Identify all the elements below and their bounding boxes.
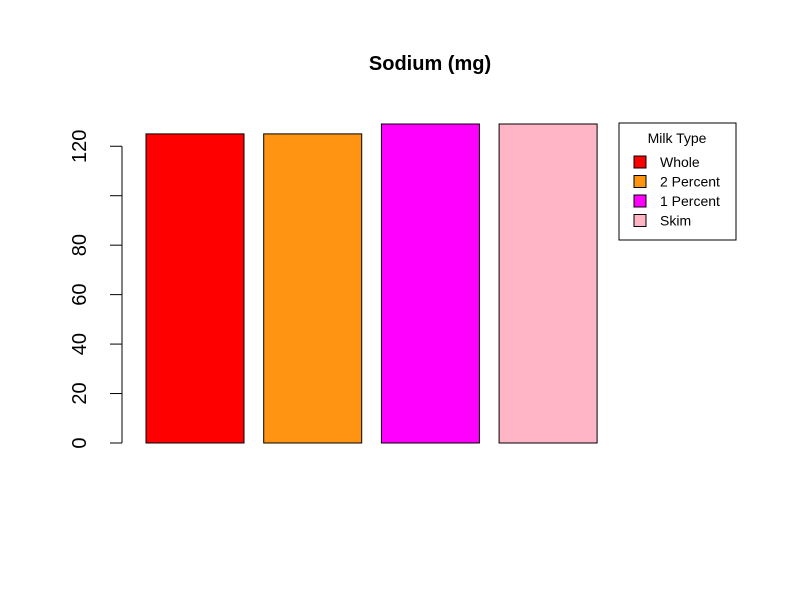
legend: Milk Type Whole 2 Percent 1 Percent Skim [618,122,737,241]
legend-swatch [633,214,647,227]
legend-swatch [633,175,647,188]
bar-1-percent [380,123,480,444]
y-tick-label: 40 [69,333,91,355]
y-tick-label: 0 [69,437,91,448]
y-tick-label: 120 [69,130,91,163]
bar-skim [498,123,598,444]
bars [145,123,598,444]
bar-2-percent [263,133,363,444]
legend-swatch [633,155,647,169]
legend-swatch [633,194,647,208]
legend-label: Skim [660,213,691,229]
legend-label: 2 Percent [660,174,720,190]
y-tick-label: 20 [69,382,91,404]
y-tick-label: 80 [69,234,91,256]
bar-whole [145,133,245,444]
y-axis: 0 20 40 60 80 120 [69,130,123,449]
legend-title: Milk Type [648,130,707,146]
chart-title: Sodium (mg) [369,53,491,75]
legend-label: Whole [660,154,700,170]
legend-label: 1 Percent [660,193,720,209]
y-tick-label: 60 [69,284,91,306]
